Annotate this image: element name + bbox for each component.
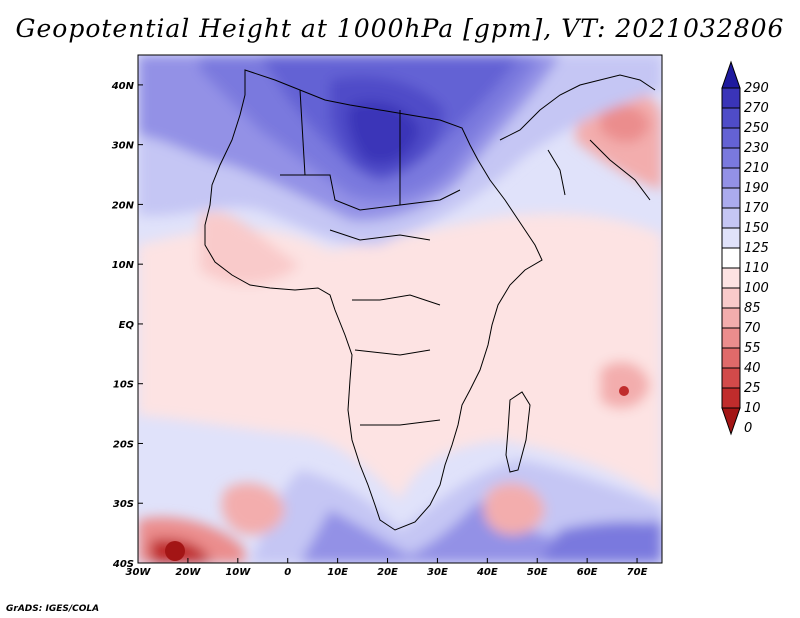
colorbar-swatch <box>721 367 741 389</box>
colorbar-level-label: 100 <box>744 281 769 296</box>
colorbar-swatch <box>721 327 741 349</box>
colorbar-level-label: 55 <box>744 341 761 356</box>
colorbar-swatch <box>721 387 741 409</box>
colorbar-top-arrow <box>721 60 741 89</box>
lon-tick-label: 20E <box>377 567 398 578</box>
lat-tick-label: 30S <box>113 499 134 510</box>
colorbar-swatch <box>721 187 741 209</box>
lon-tick-label: 10E <box>327 567 348 578</box>
colorbar-swatch <box>721 307 741 329</box>
colorbar-level-label: 190 <box>744 181 769 196</box>
colorbar-level-label: 40 <box>744 361 761 376</box>
colorbar-level-label: 230 <box>744 141 769 156</box>
lat-tick-label: 40N <box>111 81 135 92</box>
colorbar-swatch <box>721 207 741 229</box>
lon-tick-label: 60E <box>577 567 598 578</box>
colorbar-swatch <box>721 167 741 189</box>
colorbar-bottom-arrow <box>721 407 741 436</box>
colorbar-level-label: 150 <box>744 221 769 236</box>
colorbar-level-label: 85 <box>744 301 761 316</box>
colorbar-level-label: 70 <box>744 321 761 336</box>
colorbar-swatch <box>721 347 741 369</box>
colorbar-swatch <box>721 147 741 169</box>
colorbar-level-label: 290 <box>744 81 769 96</box>
lon-tick-label: 40E <box>476 567 498 578</box>
colorbar-swatch <box>721 227 741 249</box>
colorbar-level-label: 25 <box>744 381 761 396</box>
lat-tick-label: EQ <box>119 320 135 331</box>
plot-frame <box>137 54 663 564</box>
colorbar-level-label: 210 <box>744 161 769 176</box>
credit-label: GrADS: IGES/COLA <box>6 604 100 614</box>
longitude-axis: 30W 20W 10W 0 10E 20E 30E 40E 50E 60E 70E <box>126 558 648 578</box>
colorbar-level-label: 250 <box>744 121 769 136</box>
map-title: Geopotential Height at 1000hPa [gpm], VT… <box>15 14 785 43</box>
colorbar-level-label: 270 <box>744 101 769 116</box>
lat-tick-label: 30N <box>112 141 135 152</box>
colorbar-swatch <box>721 267 741 289</box>
lon-tick-label: 30W <box>126 567 152 578</box>
lon-tick-label: 20W <box>175 567 201 578</box>
colorbar-level-label: 0 <box>744 421 752 436</box>
colorbar-swatch <box>721 247 741 269</box>
colorbar-swatch <box>721 87 741 109</box>
lat-tick-label: 10S <box>113 380 134 391</box>
lat-tick-label: 20N <box>112 200 135 211</box>
colorbar-level-label: 170 <box>744 201 769 216</box>
colorbar-level-label: 110 <box>744 261 769 276</box>
lat-tick-label: 40S <box>112 559 134 570</box>
colorbar-swatch <box>721 287 741 309</box>
colorbar-level-label: 10 <box>744 401 761 416</box>
coastlines <box>204 69 656 531</box>
lon-tick-label: 10W <box>225 567 251 578</box>
lon-tick-label: 50E <box>527 567 548 578</box>
lon-tick-label: 30E <box>427 567 448 578</box>
lat-tick-label: 20S <box>113 439 134 450</box>
lon-tick-label: 70E <box>627 567 648 578</box>
colorbar-swatch <box>721 107 741 129</box>
lat-tick-label: 10N <box>112 260 135 271</box>
lon-tick-label: 0 <box>284 567 291 578</box>
colorbar-swatch <box>721 127 741 149</box>
latitude-axis: 40N 30N 20N 10N EQ 10S 20S 30S 40S <box>111 81 143 570</box>
colorbar: 2902702502302101901701501251101008570554… <box>721 60 769 436</box>
colorbar-level-label: 125 <box>744 241 769 256</box>
